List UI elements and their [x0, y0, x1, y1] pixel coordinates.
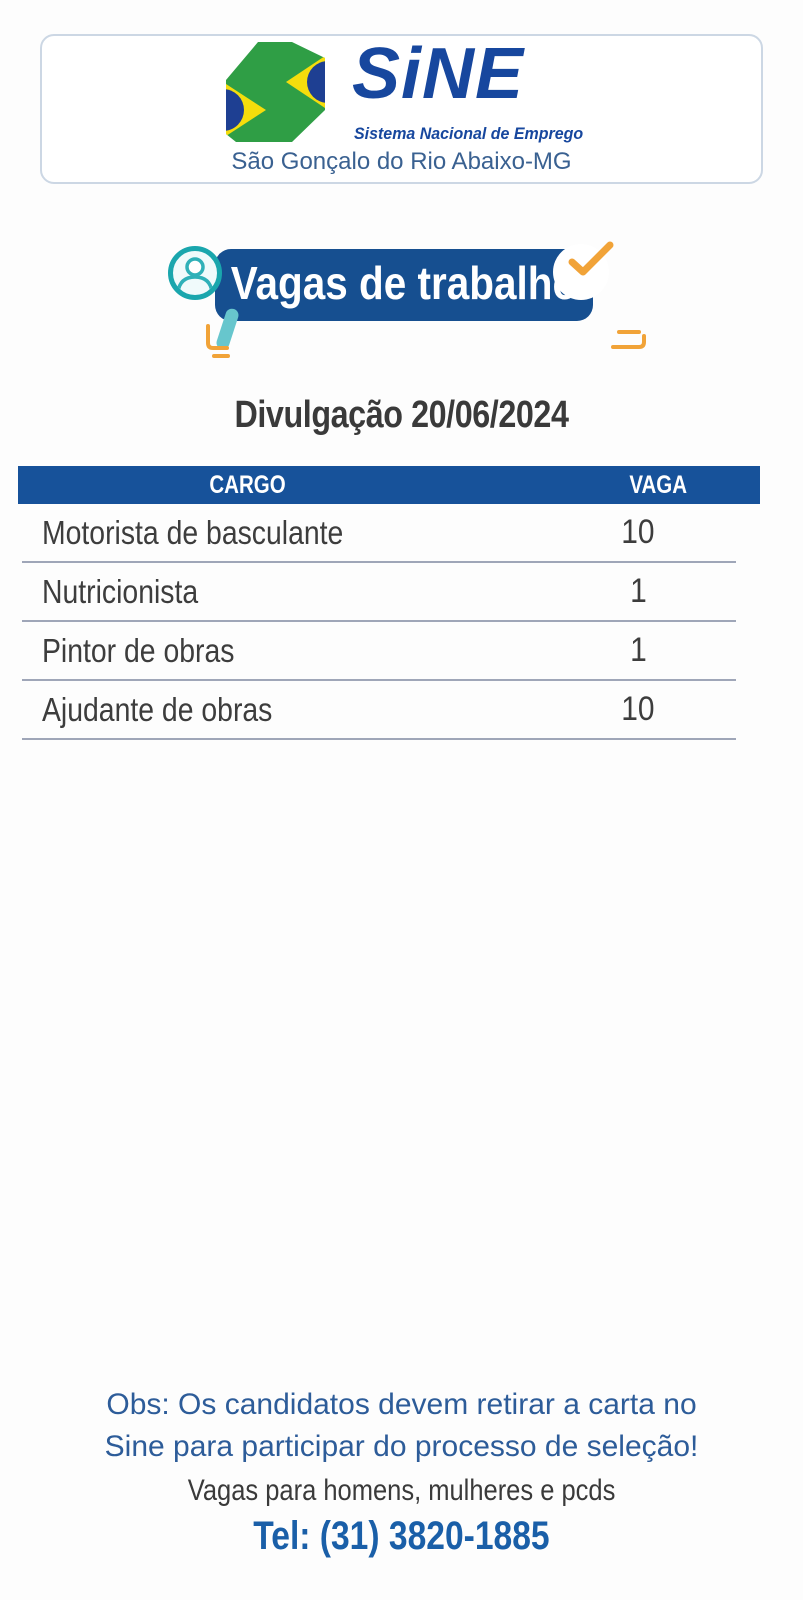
sine-header-card: SiNE Sistema Nacional de Emprego São Gon… [40, 34, 763, 184]
corner-bracket-icon [206, 324, 230, 358]
column-header-cargo: CARGO [209, 471, 287, 499]
table-row: Motorista de basculante 10 [22, 504, 736, 563]
equals-bracket-icon [611, 330, 646, 349]
publication-date: Divulgação 20/06/2024 [0, 394, 803, 437]
vacancy-count-cell: 10 [621, 690, 655, 728]
note-line-2: Sine para participar do processo de sele… [104, 1430, 699, 1463]
banner-title: Vagas de trabalho [230, 256, 578, 309]
table-row: Nutricionista 1 [22, 563, 736, 622]
sine-flag-logo-icon [226, 42, 325, 142]
vacancies-banner: Vagas de trabalho [168, 241, 646, 358]
table-row: Ajudante de obras 10 [22, 681, 736, 740]
vacancy-count-cell: 1 [629, 631, 647, 669]
job-title-cell: Motorista de basculante [42, 514, 344, 551]
city-label: São Gonçalo do Rio Abaixo-MG [231, 148, 572, 175]
phone-number: Tel: (31) 3820-1885 [253, 1514, 550, 1558]
note-line-1: Obs: Os candidatos devem retirar a carta… [106, 1388, 697, 1421]
jobs-table-body: Motorista de basculante 10 Nutricionista 1 P… [18, 504, 760, 740]
audience-line: Vagas para homens, mulheres e pcds [187, 1474, 616, 1507]
job-title-cell: Ajudante de obras [42, 691, 273, 728]
vacancy-count-cell: 1 [629, 572, 647, 610]
checkmark-icon [568, 241, 614, 276]
column-header-vaga: VAGA [629, 471, 687, 499]
phone-line: Tel: (31) 3820-1885 [0, 1514, 803, 1559]
table-row: Pintor de obras 1 [22, 622, 736, 681]
job-title-cell: Nutricionista [42, 573, 199, 610]
sine-subtitle: Sistema Nacional de Emprego [354, 124, 584, 143]
publication-date-text: Divulgação 20/06/2024 [234, 394, 569, 436]
person-search-icon [168, 246, 222, 300]
sine-wordmark: SiNE [352, 34, 525, 114]
vacancy-count-cell: 10 [621, 513, 655, 551]
job-title-cell: Pintor de obras [42, 632, 235, 669]
jobs-table-header: CARGO VAGA [18, 466, 760, 504]
